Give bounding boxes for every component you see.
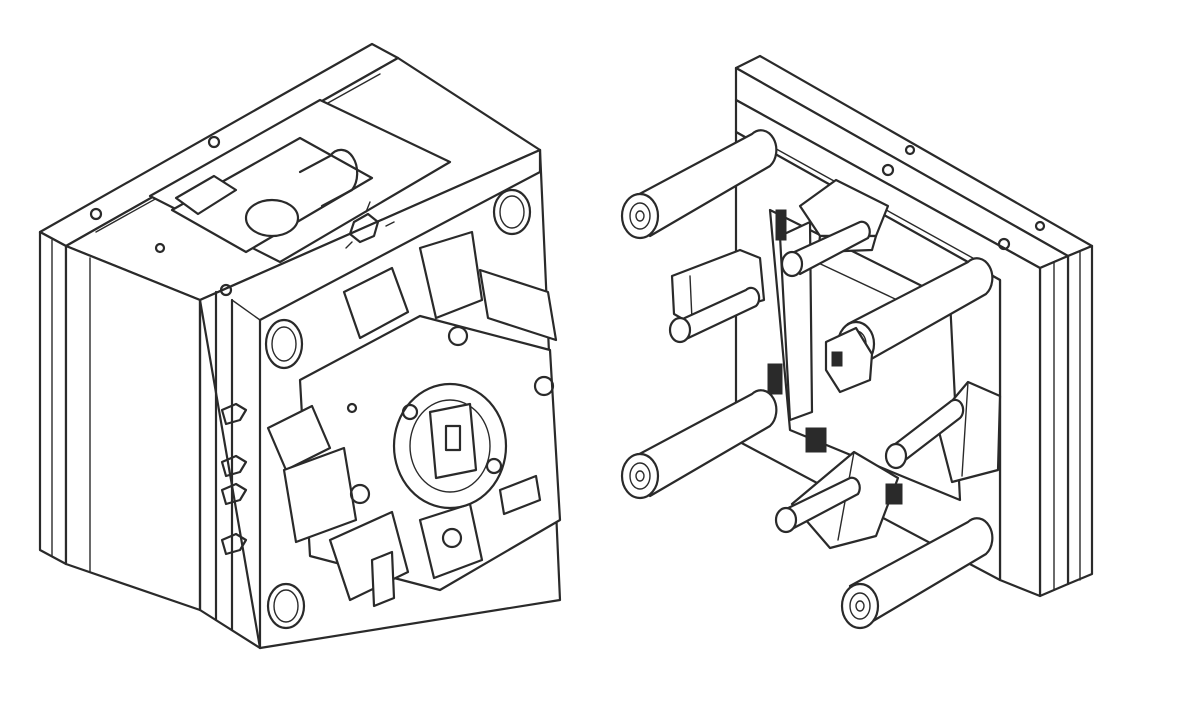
slide-right — [884, 380, 1002, 484]
guide-pin-bottom-left — [620, 389, 778, 500]
right-guide-pins — [620, 129, 994, 630]
slide-top — [780, 178, 890, 278]
slide-bottom — [774, 450, 903, 550]
right-clamp-plate — [734, 54, 1094, 586]
moving-mold-half — [620, 54, 1094, 630]
left-side-latches — [220, 402, 248, 556]
left-top-recess — [89, 98, 452, 297]
left-corner-holes — [264, 188, 532, 630]
slide-left — [668, 248, 766, 344]
guide-pin-top-left — [620, 129, 778, 240]
fixed-mold-half — [38, 42, 562, 650]
center-block — [824, 326, 874, 394]
right-slides — [668, 178, 1002, 550]
guide-pin-bottom-right — [840, 517, 994, 630]
left-insert-assembly — [266, 201, 562, 608]
